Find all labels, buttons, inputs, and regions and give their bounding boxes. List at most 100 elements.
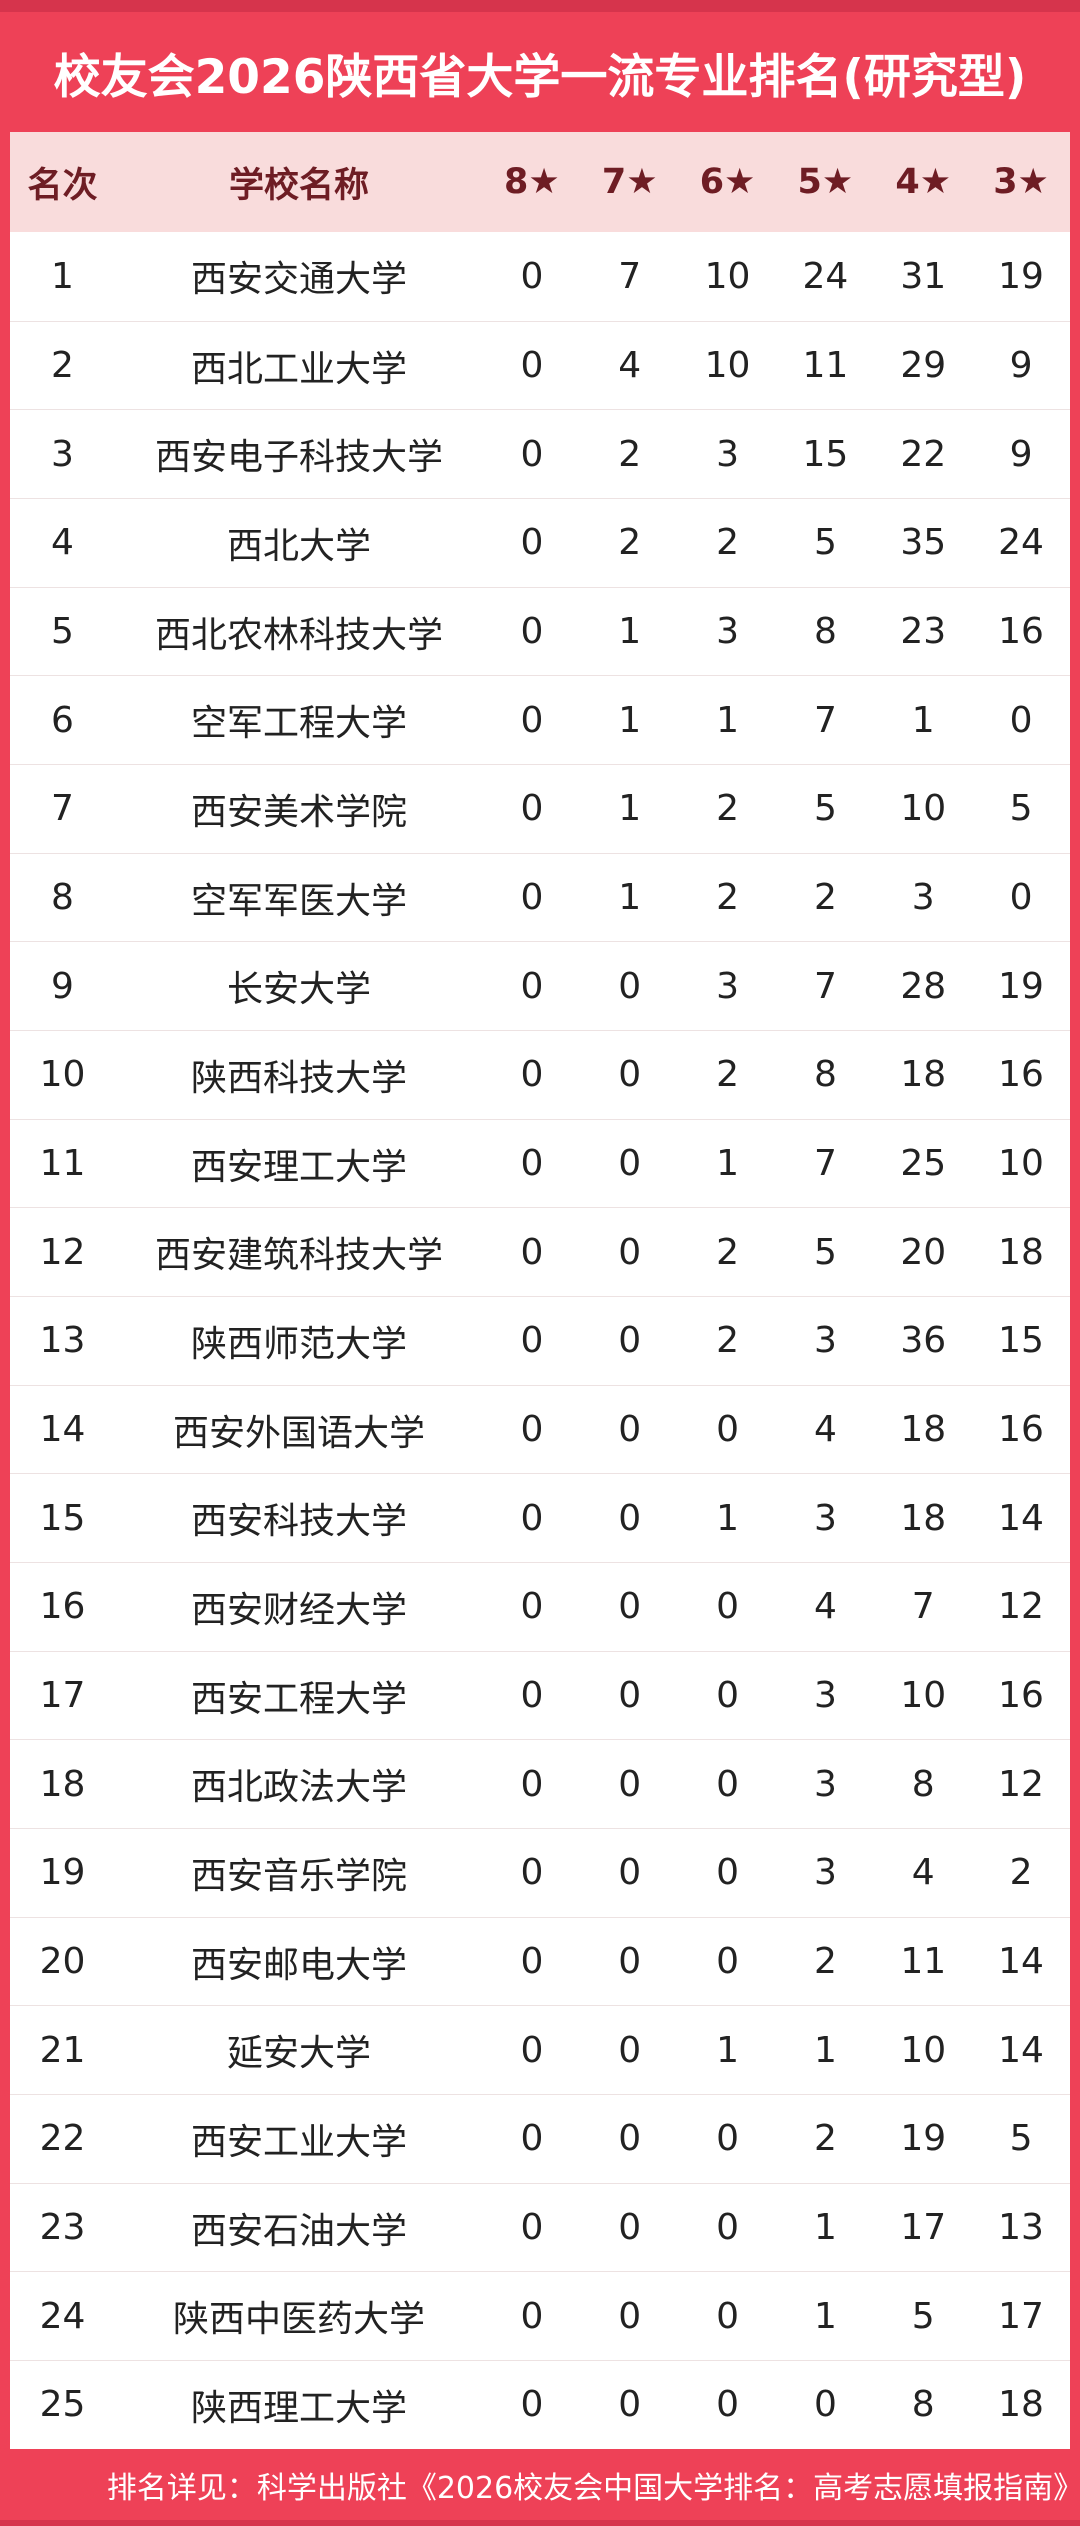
star-count-cell: 0 [618,1320,642,1362]
star-count-cell: 0 [520,1586,544,1628]
star-count-cell: 12 [998,1763,1044,1805]
column-header-4star: 4★ [895,162,952,202]
rank-cell: 20 [39,1941,86,1983]
star-count-cell: 19 [900,2118,947,2160]
star-count-cell: 29 [900,345,947,386]
star-count-cell: 0 [716,1852,740,1894]
star-count-cell: 14 [998,1941,1044,1983]
star-count-cell: 3 [911,877,935,919]
star-count-cell: 1 [813,2207,837,2249]
school-cell: 西安理工大学 [190,1146,407,1188]
column-header-3star: 3★ [993,162,1049,202]
school-cell: 西北农林科技大学 [154,614,443,656]
star-count-cell: 0 [618,1497,642,1539]
star-count-cell: 0 [618,1409,642,1451]
star-count-cell: 16 [998,1675,1044,1717]
star-count-cell: 14 [998,1497,1044,1539]
star-count-cell: 1 [618,699,642,741]
school-cell: 西北大学 [226,525,371,567]
star-count-cell: 0 [618,2207,642,2249]
star-count-cell: 3 [813,1675,837,1717]
star-count-cell: 7 [618,255,642,297]
star-count-cell: 14 [998,2029,1044,2071]
table-row: 20 西安邮电大学 0 0 0 2 11 14 [10,1916,1070,2006]
rank-cell: 7 [51,788,74,830]
star-count-cell: 0 [520,1320,544,1362]
star-count-cell: 22 [900,433,947,475]
rank-cell: 4 [51,522,74,564]
school-cell: 西安工程大学 [190,1678,407,1720]
star-count-cell: 0 [520,2029,544,2071]
star-count-cell: 2 [716,1320,740,1362]
star-count-cell: 16 [998,1409,1044,1451]
star-count-cell: 28 [900,965,947,1007]
star-count-cell: 0 [520,1231,544,1273]
table-row: 16 西安财经大学 0 0 0 4 7 12 [10,1562,1070,1651]
star-count-cell: 0 [618,2384,642,2426]
star-count-cell: 2 [716,1231,740,1273]
star-count-cell: 17 [900,2207,947,2249]
rank-cell: 22 [39,2118,86,2160]
star-count-cell: 2 [716,877,740,919]
star-count-cell: 8 [911,1763,935,1805]
school-cell: 陕西师范大学 [190,1323,407,1365]
rank-cell: 21 [39,2029,86,2071]
table-row: 6 空军工程大学 0 1 1 7 1 0 [10,675,1070,765]
star-count-cell: 3 [813,1763,837,1805]
rank-cell: 1 [51,255,74,297]
star-count-cell: 1 [618,611,642,653]
star-count-cell: 5 [813,1231,837,1273]
star-count-cell: 18 [900,1409,947,1451]
star-count-cell: 24 [802,255,849,297]
school-cell: 西安石油大学 [190,2210,407,2252]
star-count-cell: 2 [716,1054,740,1096]
star-count-cell: 0 [716,2295,740,2337]
column-header-6star: 6★ [699,162,756,202]
star-count-cell: 0 [716,1941,740,1983]
school-cell: 西北政法大学 [190,1767,407,1809]
star-count-cell: 7 [813,965,837,1007]
star-count-cell: 11 [900,1941,947,1983]
star-count-cell: 0 [520,1763,544,1805]
star-count-cell: 0 [716,1763,740,1805]
table-row: 10 陕西科技大学 0 0 2 8 18 16 [10,1030,1070,1119]
star-count-cell: 0 [520,965,544,1007]
star-count-cell: 1 [618,788,642,830]
table-row: 14 西安外国语大学 0 0 0 4 18 16 [10,1384,1070,1474]
table-row: 3 西安电子科技大学 0 2 3 15 22 9 [10,409,1070,499]
star-count-cell: 18 [900,1054,947,1096]
column-header-7star: 7★ [601,162,658,202]
star-count-cell: 0 [520,611,544,653]
star-count-cell: 0 [618,1852,642,1894]
star-count-cell: 25 [900,1143,947,1185]
star-count-cell: 36 [900,1320,947,1362]
star-count-cell: 1 [813,2029,837,2071]
rank-cell: 17 [39,1675,86,1717]
star-count-cell: 3 [813,1852,837,1894]
star-count-cell: 0 [618,965,642,1007]
table-body: 1 西安交通大学 0 7 10 24 31 19 2 西北工业大学 0 4 10 11 29 9 3 西安电子科技… [10,232,1070,2449]
star-count-cell: 2 [618,522,642,564]
school-cell: 空军军医大学 [190,880,407,922]
star-count-cell: 8 [813,1054,837,1096]
star-count-cell: 0 [520,522,544,564]
star-count-cell: 0 [618,2029,642,2071]
rank-cell: 13 [39,1320,86,1362]
star-count-cell: 10 [998,1143,1044,1185]
star-count-cell: 10 [704,255,751,297]
star-count-cell: 11 [802,345,849,386]
star-count-cell: 12 [998,1586,1044,1628]
star-count-cell: 0 [520,1497,544,1539]
ranking-table: 名次 学校名称 8★ 7★ 6★ 5★ 4★ 3★ 1 西安交通大学 0 7 10 24 3… [10,132,1070,2449]
school-cell: 西北工业大学 [190,348,407,390]
star-count-cell: 0 [618,1941,642,1983]
star-count-cell: 9 [1009,345,1033,386]
star-count-cell: 0 [618,2295,642,2337]
star-count-cell: 4 [813,1409,837,1451]
star-count-cell: 1 [911,699,935,741]
star-count-cell: 2 [813,2118,837,2160]
star-count-cell: 3 [716,611,740,653]
table-row: 15 西安科技大学 0 0 1 3 18 14 [10,1473,1070,1563]
star-count-cell: 0 [618,1763,642,1805]
star-count-cell: 19 [998,255,1044,297]
